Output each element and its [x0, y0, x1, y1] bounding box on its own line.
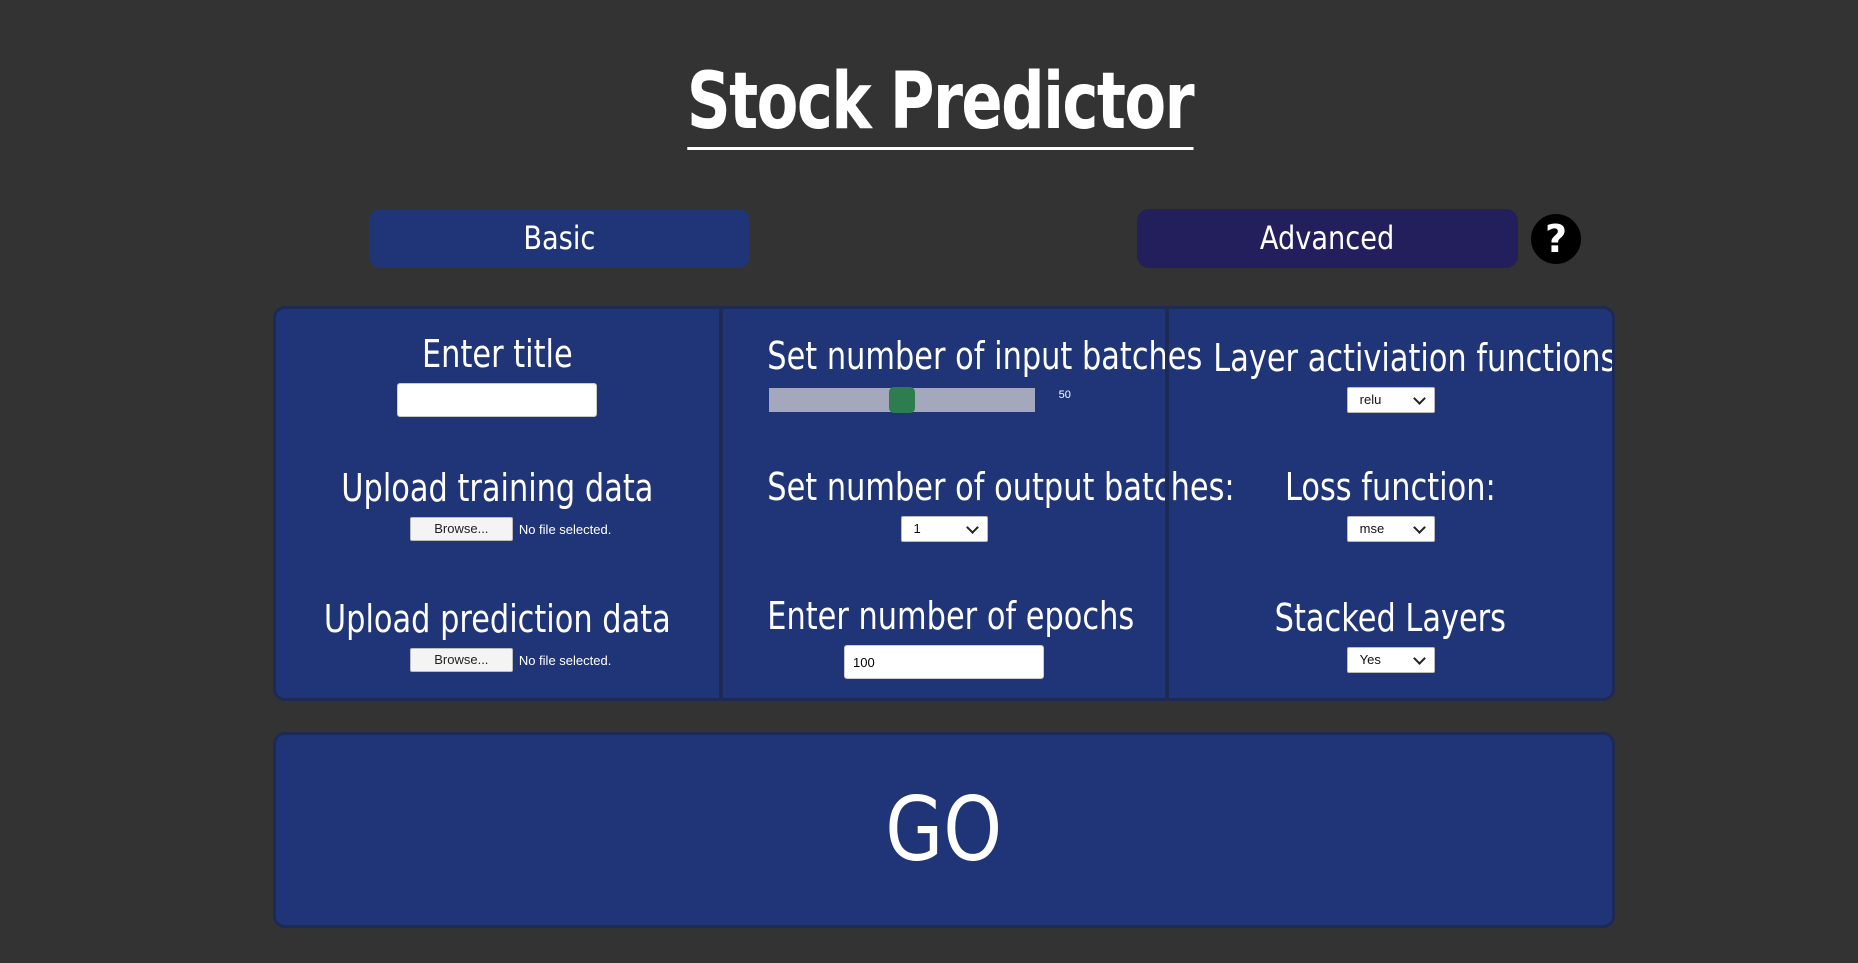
basic-mode-button[interactable]: Basic [369, 209, 750, 268]
prediction-file-status: No file selected. [518, 652, 612, 668]
activation-selected: relu [1359, 392, 1382, 407]
go-button[interactable]: GO [273, 732, 1615, 928]
chevron-down-icon [1412, 392, 1426, 405]
loss-select[interactable]: mse [1346, 516, 1435, 542]
stacked-layers-field: Stacked Layers Yes [1169, 595, 1612, 673]
chevron-down-icon [1412, 521, 1426, 534]
chevron-down-icon [965, 521, 979, 534]
training-data-label: Upload training data [341, 466, 654, 510]
output-batches-label: Set number of output batches: [766, 465, 1235, 509]
title-label: Enter title [421, 332, 573, 376]
title-field: Enter title [276, 331, 719, 417]
settings-panel: Enter title Upload training data Browse.… [273, 306, 1615, 701]
prediction-data-label: Upload prediction data [323, 597, 671, 641]
input-batches-slider-track[interactable] [768, 387, 1035, 413]
go-button-label: GO [885, 778, 1003, 881]
input-batches-slider: 50 [723, 385, 1166, 415]
page-title: Stock Predictor [207, 52, 1673, 152]
loss-field: Loss function: mse [1169, 464, 1612, 542]
epochs-input[interactable] [844, 645, 1044, 679]
output-batches-select[interactable]: 1 [900, 516, 988, 542]
output-batches-selected: 1 [913, 521, 921, 536]
epochs-label: Enter number of epochs [766, 594, 1134, 638]
title-input[interactable] [397, 383, 598, 417]
advanced-mode-label: Advanced [1260, 219, 1395, 257]
loss-selected: mse [1359, 521, 1385, 536]
activation-select[interactable]: relu [1346, 387, 1435, 413]
input-batches-field: Set number of input batches 50 [723, 333, 1203, 415]
input-batches-value: 50 [1058, 389, 1071, 401]
training-data-field: Upload training data Browse... No file s… [276, 465, 719, 541]
output-batches-field: Set number of output batches: 1 [723, 464, 1235, 542]
input-batches-label: Set number of input batches [766, 334, 1203, 378]
loss-label: Loss function: [1285, 465, 1497, 509]
prediction-file-picker: Browse... No file selected. [298, 648, 741, 672]
training-file-picker: Browse... No file selected. [298, 517, 741, 541]
epochs-field: Enter number of epochs [723, 593, 1166, 679]
question-mark-icon[interactable]: ? [1531, 214, 1581, 264]
stacked-layers-label: Stacked Layers [1274, 596, 1507, 640]
activation-label: Layer activiation functions [1213, 336, 1615, 380]
chevron-down-icon [1412, 652, 1426, 665]
stacked-layers-select[interactable]: Yes [1346, 647, 1435, 673]
basic-settings-column: Enter title Upload training data Browse.… [276, 309, 719, 698]
stacked-layers-selected: Yes [1359, 652, 1381, 667]
model-settings-column: Layer activiation functions relu Loss fu… [1165, 309, 1612, 698]
training-file-status: No file selected. [518, 521, 612, 537]
input-batches-slider-thumb[interactable] [888, 387, 915, 413]
training-browse-button[interactable]: Browse... [409, 517, 513, 541]
advanced-mode-button[interactable]: Advanced [1137, 209, 1518, 268]
prediction-browse-button[interactable]: Browse... [409, 648, 513, 672]
batch-settings-column: Set number of input batches 50 Set numbe… [718, 309, 1235, 698]
activation-field: Layer activiation functions relu [1169, 335, 1612, 413]
page-title-text: Stock Predictor [686, 57, 1195, 150]
basic-mode-label: Basic [523, 219, 596, 257]
prediction-data-field: Upload prediction data Browse... No file… [276, 596, 719, 672]
